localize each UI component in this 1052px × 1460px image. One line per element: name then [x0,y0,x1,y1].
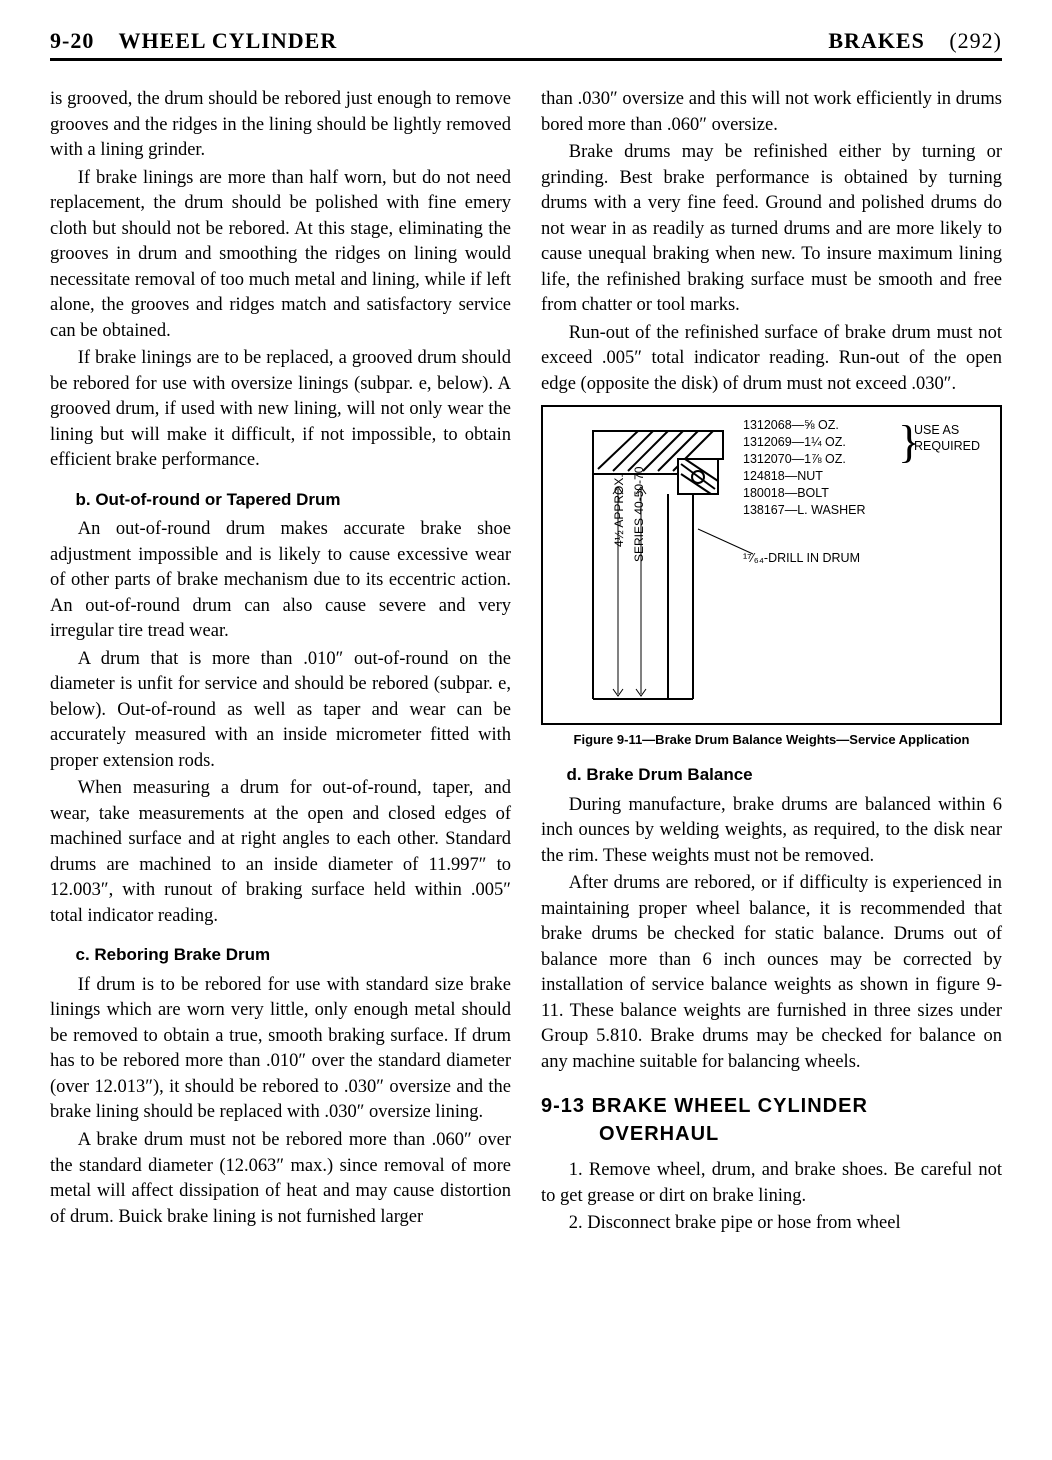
body-text: If drum is to be rebored for use with st… [50,973,511,1126]
body-text: is grooved, the drum should be rebored j… [50,87,511,164]
section-heading-line2: OVERHAUL [599,1123,719,1145]
body-text: If brake linings are more than half worn… [50,166,511,345]
step-text: 1. Remove wheel, drum, and brake shoes. … [541,1158,1002,1209]
callout: 124818—NUT [743,468,866,485]
callout: 180018—BOLT [743,485,866,502]
subhead-c: c. Reboring Brake Drum [76,943,512,966]
use-as-label: USE AS REQUIRED [913,423,1000,454]
col-right: than .030″ oversize and this will not wo… [541,87,1002,1239]
body-text: A drum that is more than .010″ out-of-ro… [50,647,511,775]
body-text: If brake linings are to be replaced, a g… [50,346,511,474]
body-text: During manufacture, brake drums are bala… [541,793,1002,870]
body-text: After drums are rebored, or if difficult… [541,871,1002,1075]
page-header: 9-20 WHEEL CYLINDER BRAKES (292) [50,28,1002,61]
header-title: WHEEL CYLINDER [118,28,337,53]
callout: 1312070—1⅞ OZ. [743,451,866,468]
series-label: SERIES 40-50-70 [631,467,648,562]
subhead-d: d. Brake Drum Balance [567,763,1003,786]
figure-9-11: 1312068—⅝ OZ. 1312069—1¼ OZ. 1312070—1⅞ … [541,405,1002,725]
page-number: 9-20 [50,28,94,53]
figure-caption: Figure 9-11—Brake Drum Balance Weights—S… [541,731,1002,749]
body-text: An out-of-round drum makes accurate brak… [50,517,511,645]
header-left: 9-20 WHEEL CYLINDER [50,28,337,54]
body-columns: is grooved, the drum should be rebored j… [50,87,1002,1239]
body-text: When measuring a drum for out-of-round, … [50,776,511,929]
body-text: A brake drum must not be rebored more th… [50,1128,511,1230]
body-text: than .030″ oversize and this will not wo… [541,87,1002,138]
header-right: BRAKES (292) [828,28,1002,54]
section-heading: 9-13 BRAKE WHEEL CYLINDER OVERHAUL [541,1093,1002,1148]
subhead-b: b. Out-of-round or Tapered Drum [76,488,512,511]
callout: 1312069—1¼ OZ. [743,434,866,451]
step-text: 2. Disconnect brake pipe or hose from wh… [541,1211,1002,1237]
dimension-label: 4½ APPROX. [611,474,628,547]
section-heading-line1: 9-13 BRAKE WHEEL CYLINDER [541,1095,868,1117]
callout: ¹⁷⁄₆₄-DRILL IN DRUM [743,550,866,567]
body-text: Brake drums may be refinished either by … [541,140,1002,319]
section-name: BRAKES [828,28,924,53]
figure-callouts: 1312068—⅝ OZ. 1312069—1¼ OZ. 1312070—1⅞ … [743,417,866,567]
callout: 138167—L. WASHER [743,502,866,519]
col-left: is grooved, the drum should be rebored j… [50,87,511,1239]
callout: 1312068—⅝ OZ. [743,417,866,434]
section-num: (292) [949,28,1002,53]
body-text: Run-out of the refinished surface of bra… [541,321,1002,398]
